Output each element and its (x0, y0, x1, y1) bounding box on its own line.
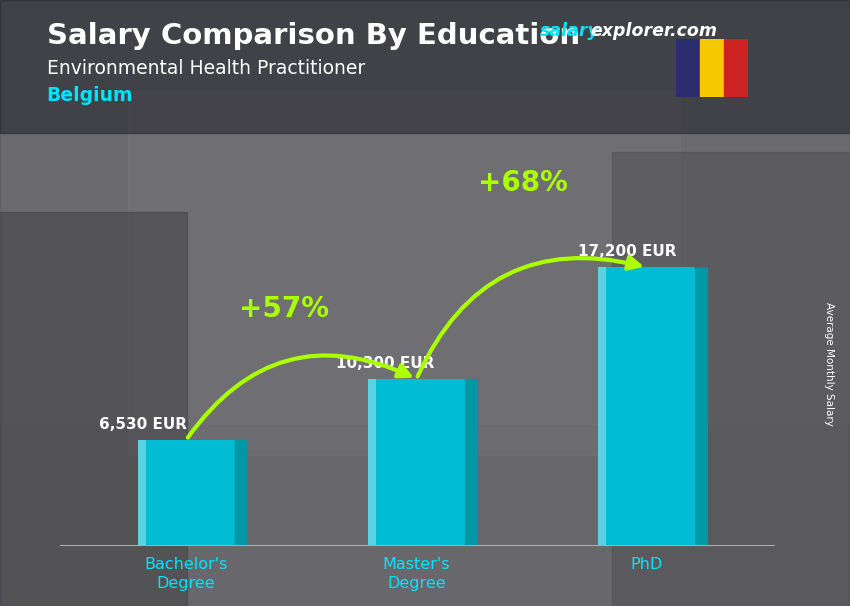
Bar (612, 152, 850, 606)
Polygon shape (695, 267, 708, 545)
Bar (0, 0, 850, 424)
Bar (676, 39, 700, 97)
Text: 10,300 EUR: 10,300 EUR (336, 356, 434, 371)
Bar (138, 440, 145, 545)
Bar (700, 39, 724, 97)
Bar (0, 212, 187, 606)
Text: +68%: +68% (479, 168, 568, 196)
Bar (724, 39, 748, 97)
Text: 6,530 EUR: 6,530 EUR (99, 417, 187, 432)
Bar (138, 440, 235, 545)
Polygon shape (465, 379, 478, 545)
Text: Salary Comparison By Education: Salary Comparison By Education (47, 22, 580, 50)
Text: Average Monthly Salary: Average Monthly Salary (824, 302, 834, 425)
Text: 17,200 EUR: 17,200 EUR (578, 244, 677, 259)
Bar (128, 91, 680, 454)
Text: explorer.com: explorer.com (591, 22, 717, 41)
Text: salary: salary (540, 22, 599, 41)
Bar (368, 379, 376, 545)
Text: Belgium: Belgium (47, 86, 133, 105)
Bar (598, 267, 606, 545)
Polygon shape (235, 440, 247, 545)
Text: Environmental Health Practitioner: Environmental Health Practitioner (47, 59, 365, 78)
Bar (368, 379, 465, 545)
Text: +57%: +57% (240, 295, 329, 323)
Bar (598, 267, 695, 545)
